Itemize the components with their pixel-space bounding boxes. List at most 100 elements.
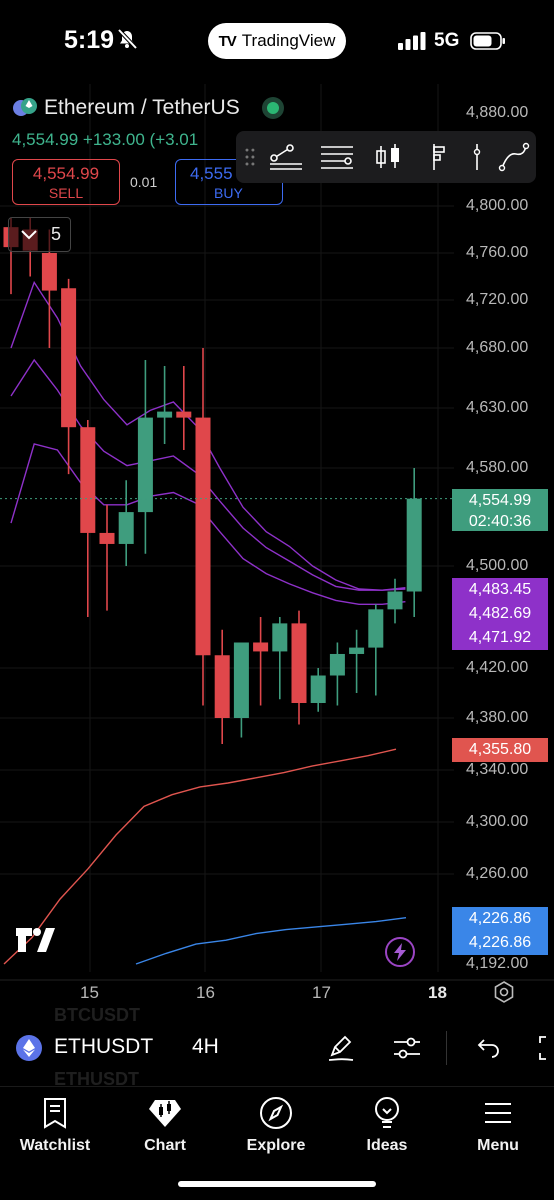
indicator-collapse-toggle[interactable]: 5: [8, 217, 71, 252]
candle-body: [233, 642, 249, 718]
price-tag: 4,483.45: [452, 578, 548, 602]
chart-diamond-icon: [149, 1100, 181, 1127]
candle-body: [80, 427, 96, 533]
sell-price: 4,554.99: [32, 164, 100, 183]
nav-watchlist[interactable]: Watchlist: [5, 1093, 105, 1155]
countdown: 02:40:36: [468, 513, 532, 530]
undo-icon[interactable]: [472, 1033, 502, 1063]
sell-label: SELL: [48, 185, 84, 201]
candle-body: [157, 411, 173, 418]
symbol-header[interactable]: Ethereum / TetherUS: [12, 96, 284, 120]
candle-body: [61, 288, 77, 428]
nav-menu[interactable]: Menu: [448, 1093, 548, 1155]
candle-body: [387, 591, 403, 610]
nav-explore[interactable]: Explore: [226, 1093, 326, 1155]
time-axis-tick: 17: [312, 983, 331, 1002]
home-indicator: [178, 1181, 376, 1187]
lightning-icon[interactable]: [385, 937, 415, 967]
bolt-glyph-icon: [394, 943, 406, 961]
hamburger-menu-icon: [485, 1103, 511, 1123]
price-axis-tick: 4,260.00: [466, 865, 529, 882]
nav-label: Watchlist: [19, 1137, 91, 1154]
vertical-line-icon: [474, 144, 481, 170]
spread-value: 0.01: [130, 174, 158, 190]
price-axis-tick: 4,800.00: [466, 197, 529, 214]
candle-body: [349, 647, 365, 654]
horizontal-lines-tool[interactable]: [316, 137, 360, 177]
moving-average-line: [135, 917, 407, 965]
nav-label: Explore: [246, 1137, 306, 1154]
nav-chart[interactable]: Chart: [115, 1093, 215, 1155]
ghost-symbol-below: ETHUSDT: [54, 1069, 139, 1089]
indicators-sliders-icon[interactable]: [392, 1033, 422, 1063]
price-tag: 4,355.80: [452, 738, 548, 762]
candle-body: [329, 653, 345, 676]
curve-tool[interactable]: [492, 137, 536, 177]
tradingview-pill[interactable]: TV TradingView: [208, 23, 346, 59]
indicator-count: 5: [51, 224, 62, 244]
symbol-selector[interactable]: ETHUSDT: [54, 1035, 154, 1058]
candle-body: [118, 512, 134, 544]
pitchfork-tool[interactable]: [419, 137, 463, 177]
candle-body: [253, 642, 269, 652]
candle-body: [214, 655, 230, 718]
price-chart[interactable]: [0, 0, 554, 1000]
time-axis-tick: 18: [428, 983, 447, 1002]
bottom-nav: Watchlist Chart Explore Ideas: [0, 1086, 554, 1200]
price-axis-tick: 4,300.00: [466, 813, 529, 830]
price-axis-tick: 4,880.00: [466, 104, 529, 121]
price-axis-tick: 4,340.00: [466, 761, 529, 778]
status-bar: 5:19 TV TradingView 5G: [0, 0, 554, 84]
ethereum-tether-logo-icon: [13, 98, 37, 116]
pill-label: TradingView: [241, 31, 336, 50]
candle-body: [99, 532, 115, 544]
timeframe-selector[interactable]: 4H: [192, 1035, 219, 1058]
nav-label: Chart: [144, 1137, 186, 1154]
candle-body: [176, 411, 192, 418]
price-tag: 4,226.86: [452, 931, 548, 955]
price-axis-tick: 4,630.00: [466, 399, 529, 416]
candle-body: [272, 623, 288, 652]
signal-icon: [398, 32, 426, 50]
price-axis-tick: 4,380.00: [466, 709, 529, 726]
curve-icon: [498, 142, 530, 172]
symbol-bar: BTCUSDT ETHUSDT ETHUSDT 4H: [0, 1005, 554, 1089]
price-axis-tick: 4,680.00: [466, 339, 529, 356]
nav-label: Menu: [477, 1137, 519, 1154]
price-tag: 4,554.99 02:40:36: [452, 489, 548, 531]
tradingview-logo-icon: TV: [218, 32, 237, 50]
candle-body: [137, 417, 153, 513]
candle-body: [41, 253, 57, 291]
lightbulb-icon: [375, 1097, 399, 1128]
price-axis-tick: 4,580.00: [466, 459, 529, 476]
price-axis-tick: 4,760.00: [466, 244, 529, 261]
drawing-pen-icon[interactable]: [326, 1033, 356, 1063]
time-axis-tick: 15: [80, 983, 99, 1002]
vertical-line-tool[interactable]: [470, 137, 484, 177]
price-axis-tick: 4,192.00: [466, 955, 529, 972]
price-tag: 4,226.86: [452, 907, 548, 931]
buy-price: 4,555: [190, 164, 233, 183]
symbol-title: Ethereum / TetherUS: [44, 96, 240, 119]
flag-bars-icon: [432, 144, 445, 170]
chart-settings-icon[interactable]: [492, 980, 516, 1004]
price-change-line: 4,554.99 +133.00 (+3.01: [12, 130, 199, 149]
candle-body: [195, 417, 211, 656]
price-axis-tick: 4,420.00: [466, 659, 529, 676]
nav-label: Ideas: [366, 1137, 408, 1154]
price-tag: 4,482.69: [452, 602, 548, 626]
trend-line-icon: [269, 144, 302, 170]
nav-ideas[interactable]: Ideas: [337, 1093, 437, 1155]
horizontal-lines-icon: [321, 146, 354, 169]
moving-average-line: [3, 748, 397, 965]
sell-button[interactable]: 4,554.99 SELL: [12, 159, 120, 205]
trend-line-tool[interactable]: [264, 137, 308, 177]
candles-tool[interactable]: [367, 137, 411, 177]
price-axis-tick: 4,720.00: [466, 291, 529, 308]
time-axis-tick: 16: [196, 983, 215, 1002]
price-tag: 4,471.92: [452, 626, 548, 650]
ethereum-icon: [16, 1035, 42, 1061]
drag-handle-icon[interactable]: [244, 145, 256, 169]
market-open-indicator: [261, 97, 284, 119]
fullscreen-icon[interactable]: [532, 1033, 554, 1063]
